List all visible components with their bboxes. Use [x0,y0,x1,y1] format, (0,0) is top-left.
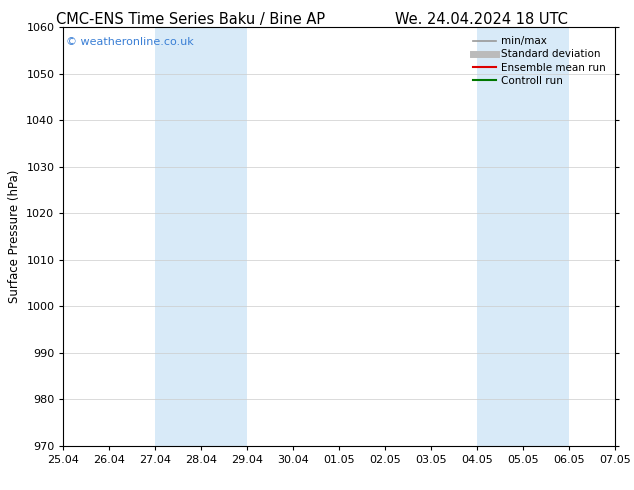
Text: © weatheronline.co.uk: © weatheronline.co.uk [66,37,194,48]
Bar [477,27,569,446]
Y-axis label: Surface Pressure (hPa): Surface Pressure (hPa) [8,170,21,303]
Bar [155,27,247,446]
Legend: min/max, Standard deviation, Ensemble mean run, Controll run: min/max, Standard deviation, Ensemble me… [469,32,610,90]
Text: We. 24.04.2024 18 UTC: We. 24.04.2024 18 UTC [396,12,568,27]
Text: CMC-ENS Time Series Baku / Bine AP: CMC-ENS Time Series Baku / Bine AP [56,12,325,27]
